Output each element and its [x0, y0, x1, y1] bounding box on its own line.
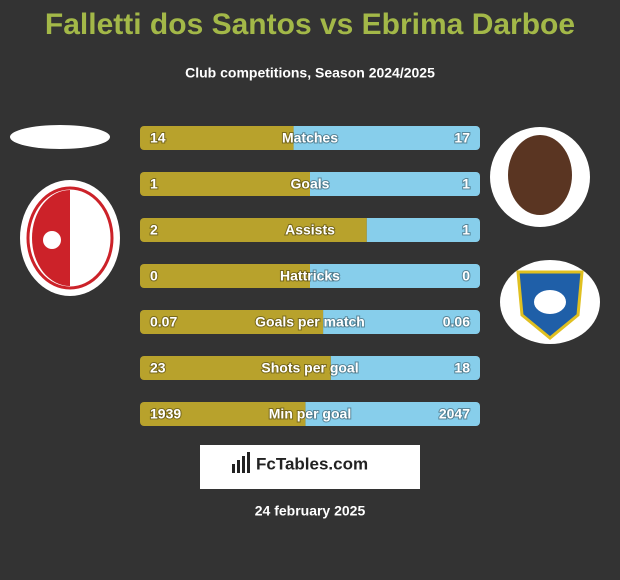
stat-label: Min per goal: [269, 406, 351, 422]
date: 24 february 2025: [255, 503, 366, 519]
subtitle: Club competitions, Season 2024/2025: [185, 65, 435, 81]
stat-label: Matches: [282, 130, 338, 146]
right-value: 17: [454, 130, 470, 146]
stat-label: Goals: [291, 176, 330, 192]
stat-label: Goals per match: [255, 314, 365, 330]
left-value: 1939: [150, 406, 181, 422]
stat-label: Shots per goal: [261, 360, 358, 376]
brand-box: [200, 445, 420, 489]
right-value: 0: [462, 268, 470, 284]
left-value: 1: [150, 176, 158, 192]
player-photo: [490, 127, 590, 227]
left-value: 23: [150, 360, 166, 376]
right-value: 18: [454, 360, 470, 376]
right-bar: [330, 356, 480, 380]
right-bar: [293, 126, 480, 150]
brand-name: FcTables.com: [256, 454, 368, 473]
right-value: 0.06: [443, 314, 470, 330]
title: Falletti dos Santos vs Ebrima Darboe: [45, 8, 575, 41]
left-bar: [140, 218, 367, 242]
right-value: 2047: [439, 406, 470, 422]
left-value: 0: [150, 268, 158, 284]
left-bar: [140, 356, 331, 380]
left-bar: [140, 172, 310, 196]
stat-label: Hattricks: [280, 268, 340, 284]
left-bar: [140, 310, 324, 334]
left-bar: [140, 264, 310, 288]
right-value: 1: [462, 222, 470, 238]
right-bar: [310, 172, 480, 196]
right-bar: [310, 264, 480, 288]
right-bar: [366, 218, 480, 242]
left-value: 0.07: [150, 314, 177, 330]
left-club-logo: [20, 180, 120, 296]
brand-icon: [232, 452, 250, 473]
left-bar: [140, 126, 294, 150]
left-bar: [140, 402, 306, 426]
left-value: 14: [150, 130, 166, 146]
right-bar: [305, 402, 480, 426]
right-bar: [323, 310, 480, 334]
right-club-logo: [500, 260, 600, 344]
left-value: 2: [150, 222, 158, 238]
comparison-rows: 14 Matches 17 1 Goals 1 2 Assists 1 0 Hattricks 0 0.…: [140, 126, 480, 426]
right-value: 1: [462, 176, 470, 192]
stat-label: Assists: [285, 222, 335, 238]
left-badge: [10, 125, 110, 149]
